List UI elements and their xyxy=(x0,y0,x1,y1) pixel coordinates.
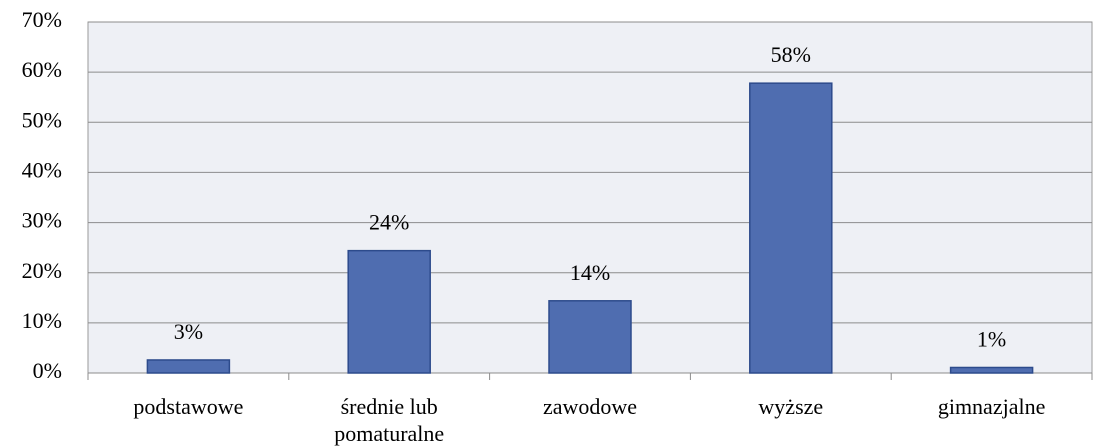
y-tick-label: 20% xyxy=(22,258,62,283)
y-tick-label: 40% xyxy=(22,157,62,182)
y-tick-label: 30% xyxy=(22,208,62,233)
x-tick-label: wyższe xyxy=(758,394,823,419)
x-tick-label: zawodowe xyxy=(543,394,637,419)
bar xyxy=(749,82,833,374)
bar xyxy=(548,300,632,374)
value-label: 24% xyxy=(369,210,409,235)
y-tick-label: 50% xyxy=(22,107,62,132)
x-tick-label: średnie lub pomaturalne xyxy=(334,394,444,446)
value-label: 14% xyxy=(570,260,610,285)
y-tick-label: 60% xyxy=(22,57,62,82)
value-label: 1% xyxy=(977,327,1006,352)
bar xyxy=(146,359,231,374)
y-tick-label: 70% xyxy=(22,7,62,32)
bar xyxy=(949,366,1034,374)
y-tick-label: 0% xyxy=(33,358,62,383)
value-label: 58% xyxy=(771,42,811,67)
bar xyxy=(347,249,431,374)
x-tick-label: gimnazjalne xyxy=(938,394,1046,419)
value-label: 3% xyxy=(174,319,203,344)
x-tick-label: podstawowe xyxy=(133,394,243,419)
y-tick-label: 10% xyxy=(22,308,62,333)
